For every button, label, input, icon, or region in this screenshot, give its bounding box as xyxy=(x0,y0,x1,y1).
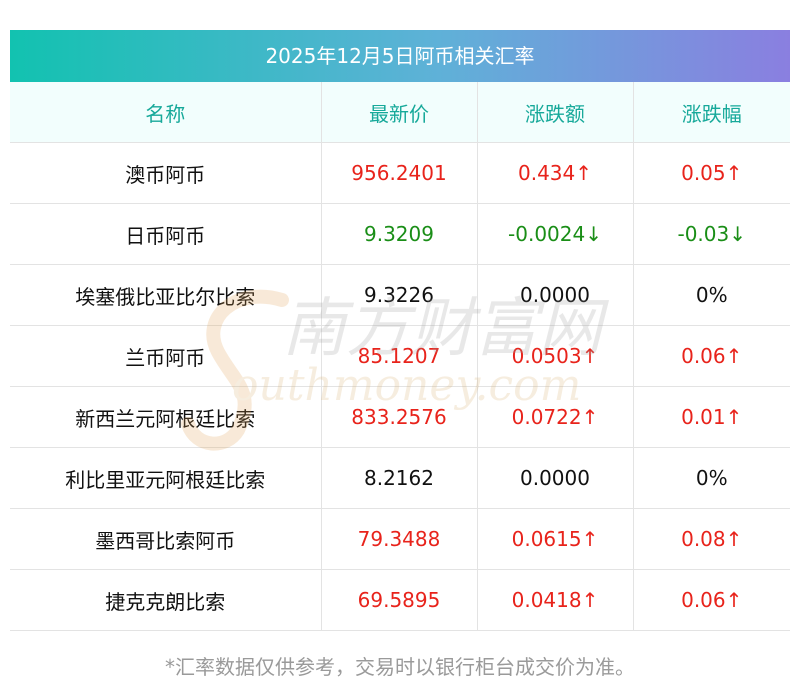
cell-price: 833.2576 xyxy=(320,386,477,448)
cell-change: 0.0503↑ xyxy=(476,325,633,387)
header-change: 涨跌额 xyxy=(476,82,633,143)
cell-name: 澳币阿币 xyxy=(10,142,321,204)
cell-price: 79.3488 xyxy=(320,508,477,570)
table-row: 澳币阿币 956.2401 0.434↑ 0.05↑ xyxy=(10,142,790,204)
cell-change: 0.0615↑ xyxy=(476,508,633,570)
cell-price: 8.2162 xyxy=(320,447,477,509)
cell-name: 埃塞俄比亚比尔比索 xyxy=(10,264,321,326)
cell-change: 0.0722↑ xyxy=(476,386,633,448)
header-row: 名称 最新价 涨跌额 涨跌幅 xyxy=(10,82,790,143)
cell-percent: -0.03↓ xyxy=(632,203,790,265)
cell-percent: 0% xyxy=(632,447,790,509)
header-price: 最新价 xyxy=(320,82,477,143)
cell-change: -0.0024↓ xyxy=(476,203,633,265)
cell-percent: 0.05↑ xyxy=(632,142,790,204)
cell-change: 0.0418↑ xyxy=(476,569,633,631)
cell-name: 墨西哥比索阿币 xyxy=(10,508,321,570)
footer-note: *汇率数据仅供参考，交易时以银行柜台成交价为准。 xyxy=(165,655,635,679)
cell-percent: 0.01↑ xyxy=(632,386,790,448)
cell-name: 日币阿币 xyxy=(10,203,321,265)
cell-name: 兰币阿币 xyxy=(10,325,321,387)
cell-percent: 0.08↑ xyxy=(632,508,790,570)
exchange-rate-table: 名称 最新价 涨跌额 涨跌幅 澳币阿币 956.2401 0.434↑ 0.05↑ 日币… xyxy=(10,82,790,631)
table-row: 捷克克朗比索 69.5895 0.0418↑ 0.06↑ xyxy=(10,569,790,631)
table-row: 兰币阿币 85.1207 0.0503↑ 0.06↑ xyxy=(10,325,790,387)
header-name: 名称 xyxy=(10,82,321,143)
cell-price: 9.3209 xyxy=(320,203,477,265)
cell-name: 新西兰元阿根廷比索 xyxy=(10,386,321,448)
table-row: 利比里亚元阿根廷比索 8.2162 0.0000 0% xyxy=(10,447,790,509)
table-row: 新西兰元阿根廷比索 833.2576 0.0722↑ 0.01↑ xyxy=(10,386,790,448)
cell-change: 0.434↑ xyxy=(476,142,633,204)
exchange-rate-card: 2025年12月5日阿币相关汇率 名称 最新价 涨跌额 涨跌幅 澳币阿币 956.… xyxy=(10,30,790,631)
cell-percent: 0% xyxy=(632,264,790,326)
cell-name: 利比里亚元阿根廷比索 xyxy=(10,447,321,509)
cell-price: 9.3226 xyxy=(320,264,477,326)
cell-price: 956.2401 xyxy=(320,142,477,204)
header-percent: 涨跌幅 xyxy=(632,82,790,143)
table-body: 澳币阿币 956.2401 0.434↑ 0.05↑ 日币阿币 9.3209 -0.0024… xyxy=(10,142,790,631)
cell-percent: 0.06↑ xyxy=(632,325,790,387)
table-row: 墨西哥比索阿币 79.3488 0.0615↑ 0.08↑ xyxy=(10,508,790,570)
cell-change: 0.0000 xyxy=(476,264,633,326)
cell-price: 69.5895 xyxy=(320,569,477,631)
cell-percent: 0.06↑ xyxy=(632,569,790,631)
cell-name: 捷克克朗比索 xyxy=(10,569,321,631)
table-row: 埃塞俄比亚比尔比索 9.3226 0.0000 0% xyxy=(10,264,790,326)
cell-price: 85.1207 xyxy=(320,325,477,387)
cell-change: 0.0000 xyxy=(476,447,633,509)
table-row: 日币阿币 9.3209 -0.0024↓ -0.03↓ xyxy=(10,203,790,265)
table-title: 2025年12月5日阿币相关汇率 xyxy=(10,30,790,82)
